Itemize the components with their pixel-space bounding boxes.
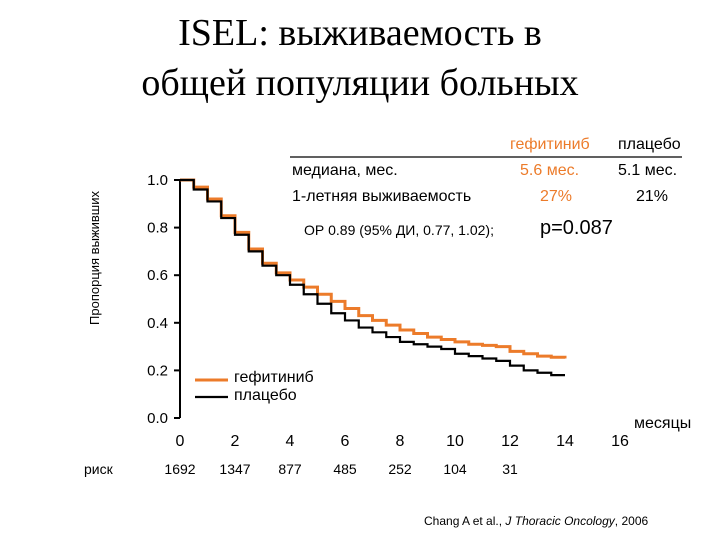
y-tick-label: 1.0 [147,172,168,189]
table-row-1yr-gefitinib: 27% [540,188,573,205]
x-tick-label: 16 [611,433,629,450]
table-row-median-placebo: 5.1 мес. [618,162,678,179]
y-tick-label: 0.2 [147,362,168,379]
citation-year: , 2006 [614,514,649,528]
y-tick-label: 0.6 [147,267,168,284]
table-row-median-gefitinib: 5.6 мес. [520,162,580,179]
citation: Chang A et al., J Thoracic Oncology, 200… [424,514,648,528]
legend-label-placebo: плацебо [234,387,297,404]
survival-curve-placebo [180,178,565,377]
table-header-gefitinib: гефитиниб [510,136,590,153]
x-tick-label: 10 [446,433,464,450]
table-row-1yr-label: 1-летняя выживаемость [292,188,472,205]
x-tick-label: 4 [286,433,295,450]
x-tick-label: 0 [176,433,185,450]
x-tick-label: 6 [341,433,350,450]
legend-label-gefitinib: гефитиниб [234,369,314,386]
y-tick-label: 0.8 [147,220,168,237]
risk-value: 104 [443,461,467,477]
risk-value: 1347 [219,461,251,477]
risk-value: 31 [502,461,518,477]
x-tick-label: 2 [231,433,240,450]
risk-value: 1692 [164,461,196,477]
y-tick-label: 0.0 [147,410,168,427]
x-tick-label: 12 [501,433,519,450]
x-tick-label: 14 [556,433,574,450]
table-row-median-label: медиана, мес. [292,162,398,179]
citation-authors: Chang A et al., [424,514,506,528]
risk-value: 252 [388,461,412,477]
risk-value: 877 [278,461,302,477]
x-tick-label: 8 [396,433,405,450]
p-value-text: p=0.087 [540,217,613,239]
y-tick-label: 0.4 [147,315,168,332]
table-header-placebo: плацебо [618,136,681,153]
title-line-2: общей популяции больных [141,62,579,104]
x-axis-label: месяцы [634,415,692,432]
risk-label: риск [84,461,113,477]
page-title: ISEL: выживаемость в общей популяции бол… [0,8,720,108]
table-row-1yr-placebo: 21% [636,188,669,205]
risk-value: 485 [333,461,357,477]
title-line-1: ISEL: выживаемость в [178,12,542,54]
hazard-ratio-text: ОР 0.89 (95% ДИ, 0.77, 1.02); [304,222,494,238]
citation-journal: J Thoracic Oncology [505,514,615,528]
